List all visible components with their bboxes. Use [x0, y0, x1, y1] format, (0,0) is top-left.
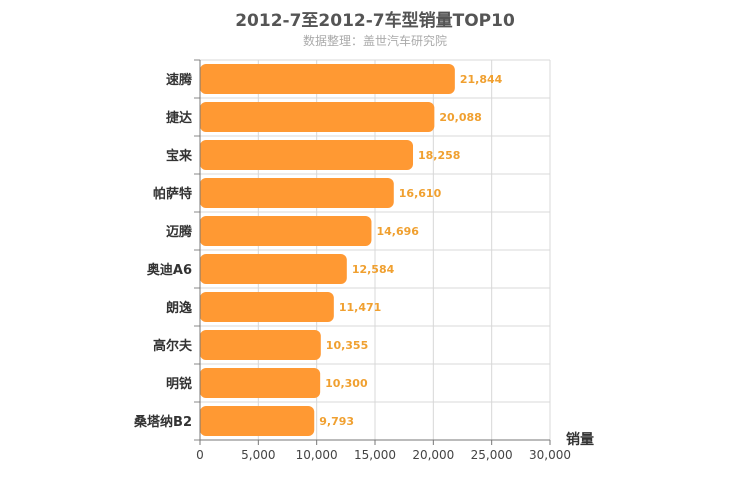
- bar-value-label: 10,355: [326, 339, 368, 352]
- bar-value-label: 16,610: [399, 187, 442, 200]
- bar: [200, 406, 315, 436]
- bar: [200, 102, 435, 132]
- category-label: 明锐: [166, 376, 192, 392]
- category-label: 桑塔纳B2: [133, 414, 192, 430]
- bar-value-label: 9,793: [319, 415, 354, 428]
- bar-value-label: 10,300: [325, 377, 368, 390]
- category-label: 迈腾: [166, 224, 193, 240]
- x-tick-label: 5,000: [241, 448, 275, 462]
- x-axis-title: 销量: [566, 431, 594, 448]
- bar-value-label: 11,471: [339, 301, 381, 314]
- x-tick-label: 25,000: [471, 448, 513, 462]
- category-label: 宝来: [166, 148, 193, 164]
- bar-value-label: 20,088: [439, 111, 481, 124]
- bar: [200, 178, 394, 208]
- x-tick-label: 30,000: [529, 448, 571, 462]
- bar-value-label: 18,258: [418, 149, 460, 162]
- category-label: 速腾: [166, 72, 193, 88]
- bar-value-label: 12,584: [352, 263, 395, 276]
- category-label: 帕萨特: [153, 186, 192, 202]
- chart-subtitle: 数据整理：盖世汽车研究院: [302, 34, 447, 48]
- bar: [200, 368, 321, 398]
- x-tick-label: 0: [196, 448, 204, 462]
- category-label: 奥迪A6: [147, 262, 192, 278]
- category-label: 捷达: [166, 110, 192, 126]
- bar-value-label: 14,696: [376, 225, 419, 238]
- chart-title: 2012-7至2012-7车型销量TOP10: [235, 11, 515, 31]
- x-tick-label: 15,000: [354, 448, 396, 462]
- bar: [200, 330, 321, 360]
- bar: [200, 64, 455, 94]
- bars: 21,844 20,088 18,258 16,610 14,696 12,584 11,4…: [200, 64, 503, 436]
- x-tick-label: 20,000: [412, 448, 454, 462]
- category-label: 朗逸: [166, 300, 192, 316]
- bar: [200, 254, 347, 284]
- x-tick-label: 10,000: [296, 448, 338, 462]
- category-label: 高尔夫: [153, 338, 193, 354]
- bar: [200, 140, 414, 170]
- bar-value-label: 21,844: [460, 73, 503, 86]
- bar: [200, 216, 372, 246]
- bar: [200, 292, 334, 322]
